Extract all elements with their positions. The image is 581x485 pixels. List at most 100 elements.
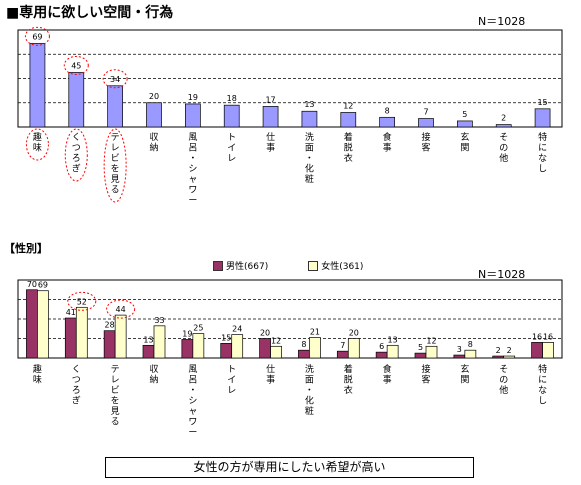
chart1-category-label: イ: [227, 144, 236, 154]
chart2-category-label: 仕: [266, 363, 275, 375]
chart2-value-label: 12: [271, 336, 281, 345]
highlight-label-circle: [25, 128, 49, 161]
chart1-bar-3: [146, 102, 162, 128]
chart2-category-label: を: [111, 396, 120, 407]
chart1-category-label: の: [499, 144, 508, 154]
chart1-category-label: ワ: [188, 186, 197, 196]
chart2-category-label: ・: [305, 386, 314, 396]
chart1-category-label: ・: [188, 154, 197, 164]
chart2-value-label: 41: [66, 308, 76, 317]
chart1-value-label: 69: [32, 32, 42, 41]
chart2-category-label: し: [538, 396, 547, 407]
chart2-bar-male-4: [181, 339, 194, 359]
chart2-category-label: 粧: [305, 405, 314, 417]
chart1-value-label: 45: [71, 61, 81, 70]
chart1-category-label: ー: [188, 196, 197, 206]
highlight-label-circle: [64, 128, 88, 182]
chart2-category-label: 味: [33, 374, 42, 386]
highlight-value-circle: [63, 55, 89, 75]
chart2-category-label: ワ: [188, 418, 197, 428]
chart1-bar-0: [29, 42, 46, 128]
chart2-category-label: 他: [499, 384, 508, 396]
chart2-value-label: 15: [221, 333, 231, 342]
chart1-bar-1: [68, 72, 85, 128]
chart2-category-label: 面: [305, 375, 314, 386]
chart2-bar-female-2: [114, 314, 127, 359]
chart1-category-label: ビ: [111, 153, 120, 164]
chart2-category-label: な: [538, 385, 547, 396]
chart2-bar-female-5: [231, 334, 244, 359]
chart2-value-label: 13: [388, 335, 398, 344]
legend-male: 男性(667): [213, 259, 268, 272]
chart2-category-label: 化: [305, 395, 314, 407]
chart2-category-label: シ: [188, 397, 197, 407]
chart2-bar-male-12: [492, 355, 505, 359]
chart1-value-label: 34: [110, 75, 120, 84]
chart2-value-label: 2: [507, 346, 512, 355]
chart1-category-label: ろ: [72, 153, 81, 164]
chart2-bar-male-9: [375, 351, 388, 359]
chart1-bar-9: [379, 116, 395, 128]
chart2-value-label: 16: [543, 332, 553, 341]
chart1-category-label: る: [111, 185, 120, 196]
chart1-category-label: に: [538, 143, 547, 154]
chart2-bar-male-10: [414, 352, 427, 359]
chart2-category-label: る: [111, 417, 120, 428]
chart1-category-label: 面: [305, 143, 314, 154]
chart2-value-label: 8: [301, 340, 306, 349]
chart2-value-label: 16: [532, 332, 542, 341]
chart2-bar-male-1: [64, 317, 77, 359]
chart2-bar-female-3: [153, 325, 166, 359]
chart1-category-label: 事: [383, 142, 392, 154]
chart1-value-label: 12: [343, 101, 353, 110]
summary-box: 女性の方が専用にしたい希望が高い: [105, 457, 474, 478]
chart2-value-label: 2: [496, 346, 501, 355]
chart2-bar-female-9: [386, 344, 399, 359]
chart2-category-label: 洗: [305, 363, 314, 375]
chart2-bar-female-0: [37, 290, 49, 359]
chart2-value-label: 70: [27, 280, 37, 289]
chart2-category-label: イ: [227, 376, 236, 386]
chart2-bar-female-1: [75, 306, 88, 359]
highlight-female-value-circle: [106, 299, 136, 319]
chart1-value-label: 19: [188, 93, 198, 102]
chart2-bar-female-12: [503, 355, 516, 359]
chart1-category-label: 風: [188, 132, 197, 143]
highlight-value-circle: [102, 69, 128, 89]
chart1-bar-2: [107, 85, 123, 128]
chart1-category-label: 関: [460, 143, 469, 154]
chart1-value-label: 2: [501, 114, 506, 123]
chart2-category-label: 玄: [460, 363, 469, 375]
section-label: 【性別】: [4, 242, 48, 255]
chart1-bar-11: [457, 120, 473, 128]
chart1-category-label: 見: [111, 174, 120, 185]
highlight-female-value-circle: [67, 291, 97, 311]
chart2-category-label: 接: [421, 363, 430, 375]
chart2-bar-female-13: [542, 342, 554, 359]
chart2-category-label: く: [72, 365, 81, 375]
chart2-category-label: 脱: [344, 374, 353, 386]
chart1-category-label: 脱: [344, 142, 353, 154]
chart2-category-label: レ: [227, 386, 236, 396]
chart1-category-label: そ: [499, 132, 508, 143]
chart2-value-label: 3: [457, 345, 462, 354]
chart1-category-label: く: [72, 133, 81, 143]
chart1-category-label: ト: [227, 133, 236, 143]
chart2-category-label: 呂: [188, 375, 197, 386]
chart1-category-label: 味: [33, 142, 42, 154]
chart1-category-label: し: [538, 164, 547, 175]
chart2-bar-male-8: [336, 350, 349, 359]
chart2-value-label: 12: [426, 336, 436, 345]
chart1-category-label: レ: [111, 144, 120, 154]
legend: 男性(667) 女性(361): [213, 259, 363, 272]
page-title: ■専用に欲しい空間・行為: [6, 5, 174, 21]
highlight-label-circle: [103, 128, 127, 203]
chart2-category-label: 趣: [33, 363, 42, 375]
chart2-value-label: 19: [182, 329, 192, 338]
chart2-category-label: 特: [538, 363, 547, 375]
chart2-value-label: 5: [418, 343, 423, 352]
chart1-bar-6: [262, 106, 279, 128]
chart2-bar-female-8: [347, 338, 360, 359]
chart2-value-label: 7: [340, 341, 345, 350]
legend-female: 女性(361): [308, 259, 363, 272]
